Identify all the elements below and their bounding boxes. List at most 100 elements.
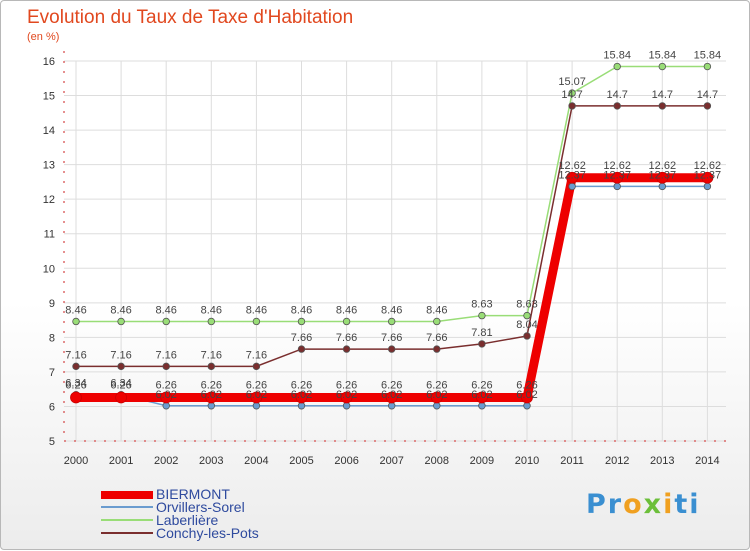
data-point-orvillers-sorel [568, 182, 576, 191]
data-label-orvillers-sorel: 6.02 [516, 389, 537, 401]
data-label-orvillers-sorel: 6.02 [291, 389, 312, 401]
data-label-laberli-re: 8.46 [110, 304, 131, 316]
data-point-laberli-re [297, 317, 306, 326]
data-label-conchy-les-pots: 7.16 [201, 349, 222, 361]
data-label-conchy-les-pots: 14.7 [561, 89, 582, 101]
data-point-laberli-re [252, 317, 261, 326]
logo-part-5: ti [674, 489, 701, 520]
data-point-conchy-les-pots [207, 362, 215, 371]
y-tick-label: 6 [49, 401, 55, 413]
data-label-conchy-les-pots: 7.81 [471, 327, 492, 339]
data-point-conchy-les-pots [297, 345, 306, 353]
data-point-laberli-re [72, 317, 80, 326]
data-point-orvillers-sorel [388, 402, 396, 410]
logo-part-4: i [663, 489, 675, 520]
data-label-laberli-re: 15.07 [558, 76, 586, 88]
data-label-conchy-les-pots: 14.7 [652, 89, 673, 101]
data-point-conchy-les-pots [568, 102, 576, 110]
data-point-orvillers-sorel [433, 402, 441, 410]
data-point-conchy-les-pots [703, 102, 712, 110]
data-label-laberli-re: 8.46 [155, 304, 176, 316]
data-label-laberli-re: 8.46 [426, 304, 447, 316]
data-point-laberli-re [568, 89, 576, 97]
legend-swatch-biermont [101, 491, 153, 499]
logo-part-1: Pr [586, 489, 624, 520]
y-tick-label: 5 [49, 436, 55, 448]
x-tick-label: 2000 [64, 455, 88, 467]
data-label-conchy-les-pots: 7.16 [155, 349, 176, 361]
data-point-orvillers-sorel [252, 402, 261, 410]
data-point-biermont [656, 171, 669, 184]
data-label-biermont: 6.26 [426, 379, 447, 391]
data-point-conchy-les-pots [613, 102, 621, 110]
x-tick-label: 2003 [199, 455, 223, 467]
data-label-laberli-re: 8.46 [65, 304, 86, 316]
data-label-laberli-re: 8.46 [336, 304, 357, 316]
data-label-conchy-les-pots: 7.66 [381, 332, 402, 344]
data-label-orvillers-sorel: 6.34 [65, 378, 86, 390]
y-tick-label: 11 [44, 229, 55, 241]
data-point-conchy-les-pots [72, 362, 80, 371]
x-tick-label: 2013 [650, 455, 674, 467]
data-point-biermont [566, 171, 578, 184]
data-label-orvillers-sorel: 6.02 [246, 389, 267, 401]
data-label-laberli-re: 8.63 [516, 299, 537, 311]
data-point-conchy-les-pots [478, 340, 486, 348]
x-tick-label: 2001 [109, 455, 133, 467]
data-point-orvillers-sorel [703, 182, 712, 191]
data-label-orvillers-sorel: 6.02 [336, 389, 357, 401]
data-point-biermont [160, 391, 173, 404]
chart-title: Evolution du Taux de Taxe d'Habitation [27, 7, 354, 28]
data-point-laberli-re [703, 62, 712, 71]
x-tick-label: 2007 [379, 455, 403, 467]
data-label-laberli-re: 8.46 [291, 304, 312, 316]
y-tick-label: 15 [43, 91, 55, 103]
x-tick-label: 2010 [515, 455, 539, 467]
data-label-orvillers-sorel: 12.37 [649, 169, 677, 181]
chart-subtitle: (en %) [27, 31, 60, 43]
data-label-conchy-les-pots: 7.16 [65, 349, 86, 361]
data-label-conchy-les-pots: 14.7 [606, 89, 627, 101]
legend-label-conchy-les-pots: Conchy-les-Pots [156, 525, 259, 541]
data-point-laberli-re [342, 317, 351, 326]
data-label-biermont: 12.62 [694, 160, 722, 172]
data-point-conchy-les-pots [523, 332, 531, 340]
data-point-laberli-re [388, 317, 396, 326]
data-label-conchy-les-pots: 7.16 [110, 349, 131, 361]
data-label-laberli-re: 8.46 [201, 304, 222, 316]
data-label-biermont: 12.62 [603, 160, 631, 172]
data-point-conchy-les-pots [117, 362, 125, 371]
x-tick-label: 2008 [425, 455, 449, 467]
legend-label-biermont: BIERMONT [156, 486, 230, 502]
data-label-orvillers-sorel: 6.02 [471, 389, 492, 401]
data-label-conchy-les-pots: 8.04 [516, 319, 537, 331]
data-label-orvillers-sorel: 6.02 [201, 389, 222, 401]
logo-part-3: x [643, 489, 664, 520]
data-point-conchy-les-pots [342, 345, 351, 353]
data-label-laberli-re: 8.46 [381, 304, 402, 316]
data-point-biermont [295, 391, 308, 404]
y-tick-label: 16 [43, 56, 55, 68]
data-label-laberli-re: 8.63 [471, 299, 492, 311]
data-point-orvillers-sorel [207, 402, 215, 410]
data-label-biermont: 6.26 [471, 379, 492, 391]
data-label-biermont: 6.26 [336, 379, 357, 391]
data-label-orvillers-sorel: 12.37 [558, 169, 586, 181]
data-point-orvillers-sorel [613, 182, 621, 191]
data-label-conchy-les-pots: 7.66 [426, 332, 447, 344]
proxiti-logo: Proxiti [586, 489, 701, 520]
x-tick-label: 2014 [695, 455, 719, 467]
data-label-orvillers-sorel: 6.34 [110, 378, 131, 390]
legend-swatch-laberliere [101, 519, 153, 521]
x-tick-label: 2012 [605, 455, 629, 467]
x-tick-label: 2005 [289, 455, 313, 467]
data-label-orvillers-sorel: 6.02 [426, 389, 447, 401]
data-label-biermont: 6.26 [65, 379, 86, 391]
data-label-biermont: 6.26 [381, 379, 402, 391]
data-label-biermont: 12.62 [649, 160, 677, 172]
data-label-biermont: 6.26 [110, 379, 131, 391]
data-point-biermont [521, 391, 533, 404]
legend-label-laberliere: Laberlière [156, 512, 219, 528]
data-point-biermont [115, 391, 127, 404]
